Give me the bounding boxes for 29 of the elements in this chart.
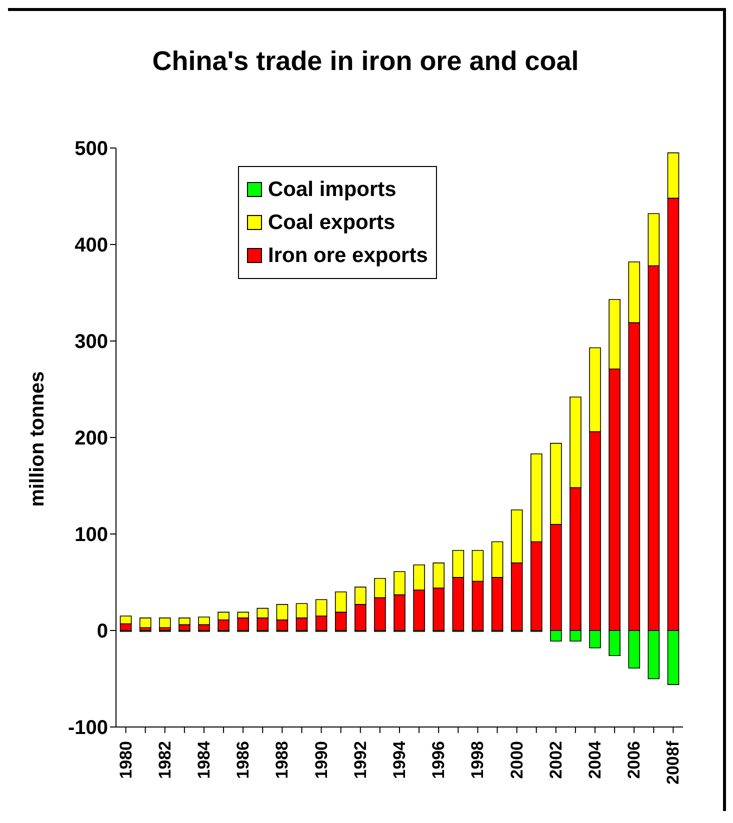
x-tick-label: 2006 <box>624 741 644 779</box>
legend-label: Coal exports <box>268 210 396 234</box>
x-tick-label: 2008f <box>664 740 683 784</box>
legend-label: Coal imports <box>268 178 396 202</box>
bar <box>159 618 171 628</box>
x-tick-label: 1996 <box>429 741 448 779</box>
y-tick-label: 0 <box>96 620 108 643</box>
x-tick-label: 1984 <box>194 740 214 779</box>
y-tick-label: 200 <box>74 428 108 450</box>
x-tick-label: 1992 <box>350 741 370 779</box>
x-tick-label: 2004 <box>586 740 605 779</box>
x-tick-label: 1986 <box>234 741 253 779</box>
x-tick-label: 2002 <box>546 741 566 779</box>
chart-title: China's trade in iron ore and coal <box>151 46 580 77</box>
y-tick-label: 300 <box>74 331 108 354</box>
x-tick-label: 1980 <box>116 741 136 779</box>
x-tick-label: 1990 <box>312 741 331 779</box>
y-tick-label: 400 <box>74 234 108 257</box>
y-axis-title: million tonnes <box>26 371 50 507</box>
x-tick-label: 1982 <box>155 741 174 779</box>
y-tick-label: 100 <box>74 524 108 546</box>
y-tick-label: -100 <box>68 717 108 740</box>
bar <box>139 618 152 628</box>
x-tick-label: 1988 <box>272 741 292 779</box>
y-tick-label: 500 <box>74 138 108 160</box>
x-tick-label: 1998 <box>468 741 488 779</box>
x-tick-label: 2000 <box>507 741 526 779</box>
x-tick-label: 1994 <box>390 740 409 779</box>
legend-label: Iron ore exports <box>268 244 428 268</box>
